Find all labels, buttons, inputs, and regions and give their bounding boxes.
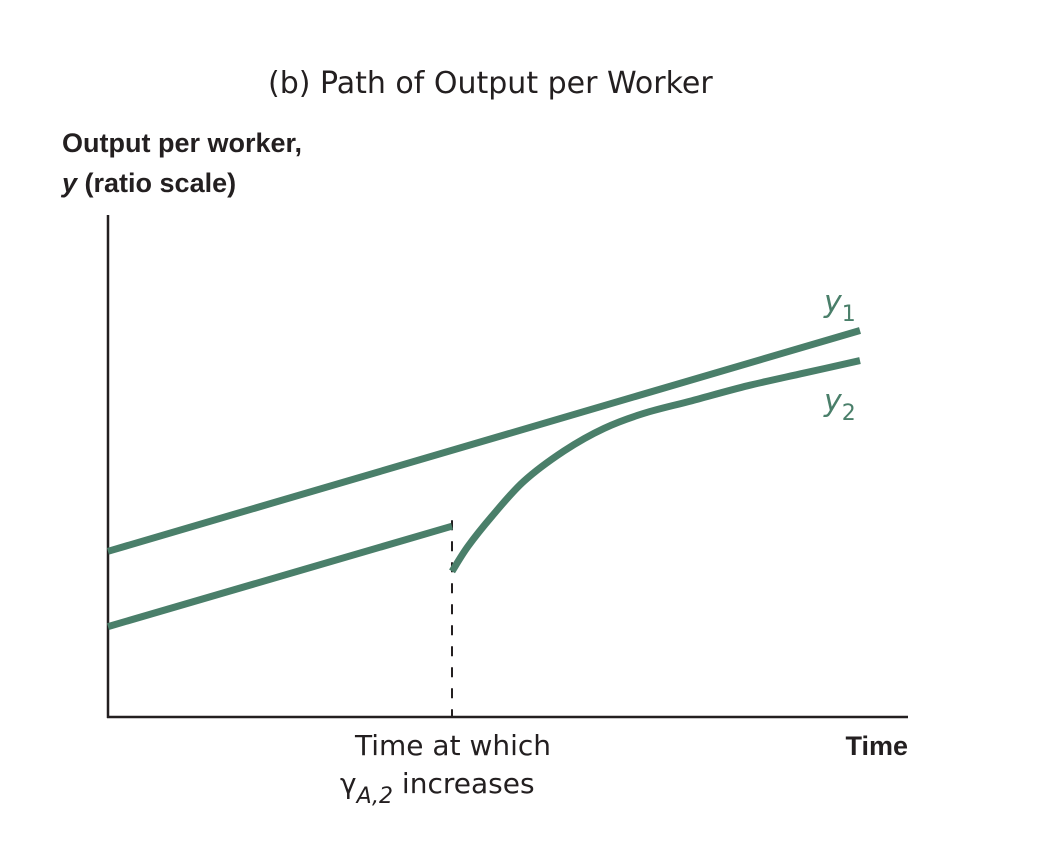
series-y1-label-subscript: 1 <box>842 302 856 327</box>
series-y2-line-before <box>107 522 453 630</box>
y-axis-label-line1: Output per worker, <box>62 128 302 158</box>
chart-title: (b) Path of Output per Worker <box>268 66 713 101</box>
y-axis-label-rest: (ratio scale) <box>77 168 236 198</box>
series-y1-label: y1 <box>823 285 856 327</box>
y-axis-label-line2: y (ratio scale) <box>60 168 236 198</box>
series-y2-label-name: y <box>823 384 843 419</box>
x-axis-label: Time <box>845 731 908 761</box>
series-y2-label-subscript: 2 <box>842 401 856 426</box>
y-axis-label-variable: y <box>60 168 79 198</box>
series-y2-label: y2 <box>823 384 856 426</box>
series-y2-line-after <box>449 357 861 574</box>
gamma-symbol: γ <box>340 767 357 800</box>
series-y1-line <box>107 327 861 555</box>
gamma-subscript: A,2 <box>355 784 393 809</box>
event-label-line2: γA,2 increases <box>340 767 535 809</box>
event-label-line1: Time at which <box>354 729 551 762</box>
series-y1-label-name: y <box>823 285 843 320</box>
event-label-rest: increases <box>393 767 535 800</box>
